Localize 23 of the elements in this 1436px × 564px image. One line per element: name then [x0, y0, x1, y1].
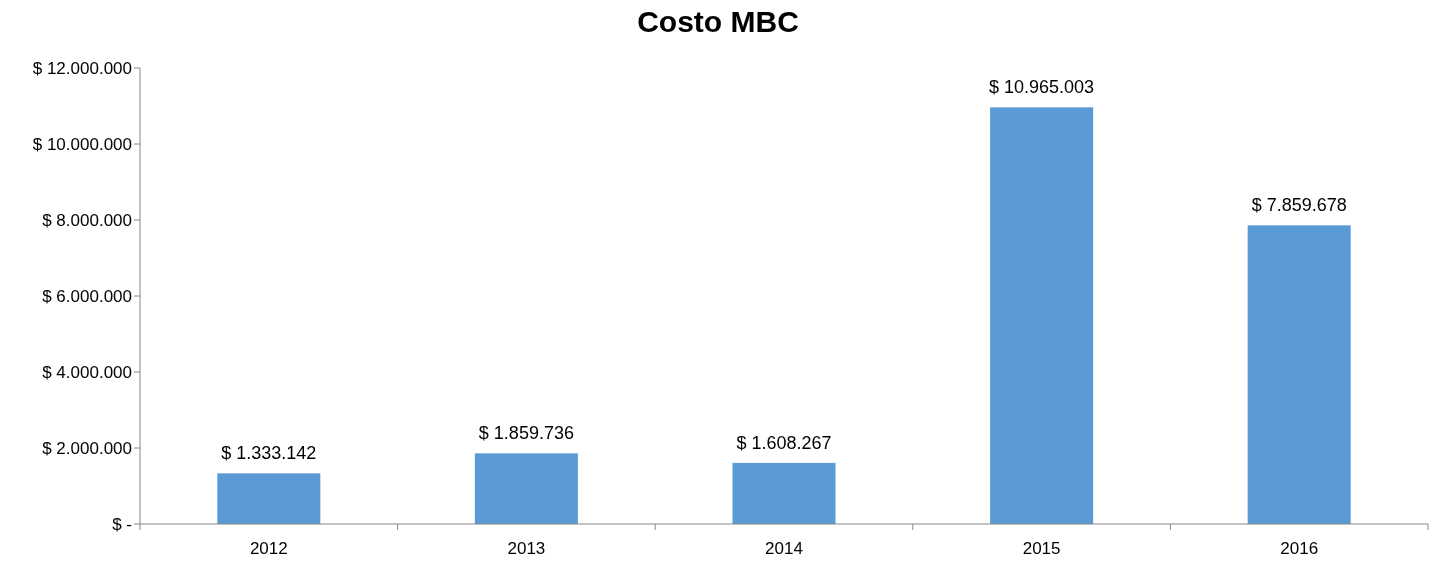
bar	[732, 462, 836, 524]
x-tick-label: 2016	[1280, 539, 1319, 558]
bar	[990, 107, 1094, 524]
data-label: $ 10.965.003	[989, 77, 1095, 98]
x-tick-label: 2015	[1022, 539, 1061, 558]
bar	[1247, 225, 1351, 524]
y-tick-label: $ 2.000.000	[42, 438, 132, 458]
bar	[217, 473, 321, 524]
chart-title: Costo MBC	[637, 5, 799, 38]
y-tick-label: $ 8.000.000	[42, 210, 132, 230]
data-label: $ 7.859.678	[1251, 195, 1347, 216]
data-label: $ 1.333.142	[221, 443, 317, 464]
y-tick-label: $ 6.000.000	[42, 286, 132, 306]
y-tick-label: $ -	[112, 514, 132, 534]
x-tick-label: 2014	[765, 539, 803, 558]
y-tick-label: $ 4.000.000	[42, 362, 132, 382]
x-tick-label: 2013	[507, 539, 546, 558]
y-tick-label: $ 10.000.000	[32, 134, 132, 154]
data-label: $ 1.608.267	[736, 432, 832, 453]
bar	[474, 453, 578, 524]
y-tick-label: $ 12.000.000	[32, 58, 132, 78]
x-tick-label: 2012	[249, 539, 288, 558]
data-label: $ 1.859.736	[478, 423, 574, 444]
